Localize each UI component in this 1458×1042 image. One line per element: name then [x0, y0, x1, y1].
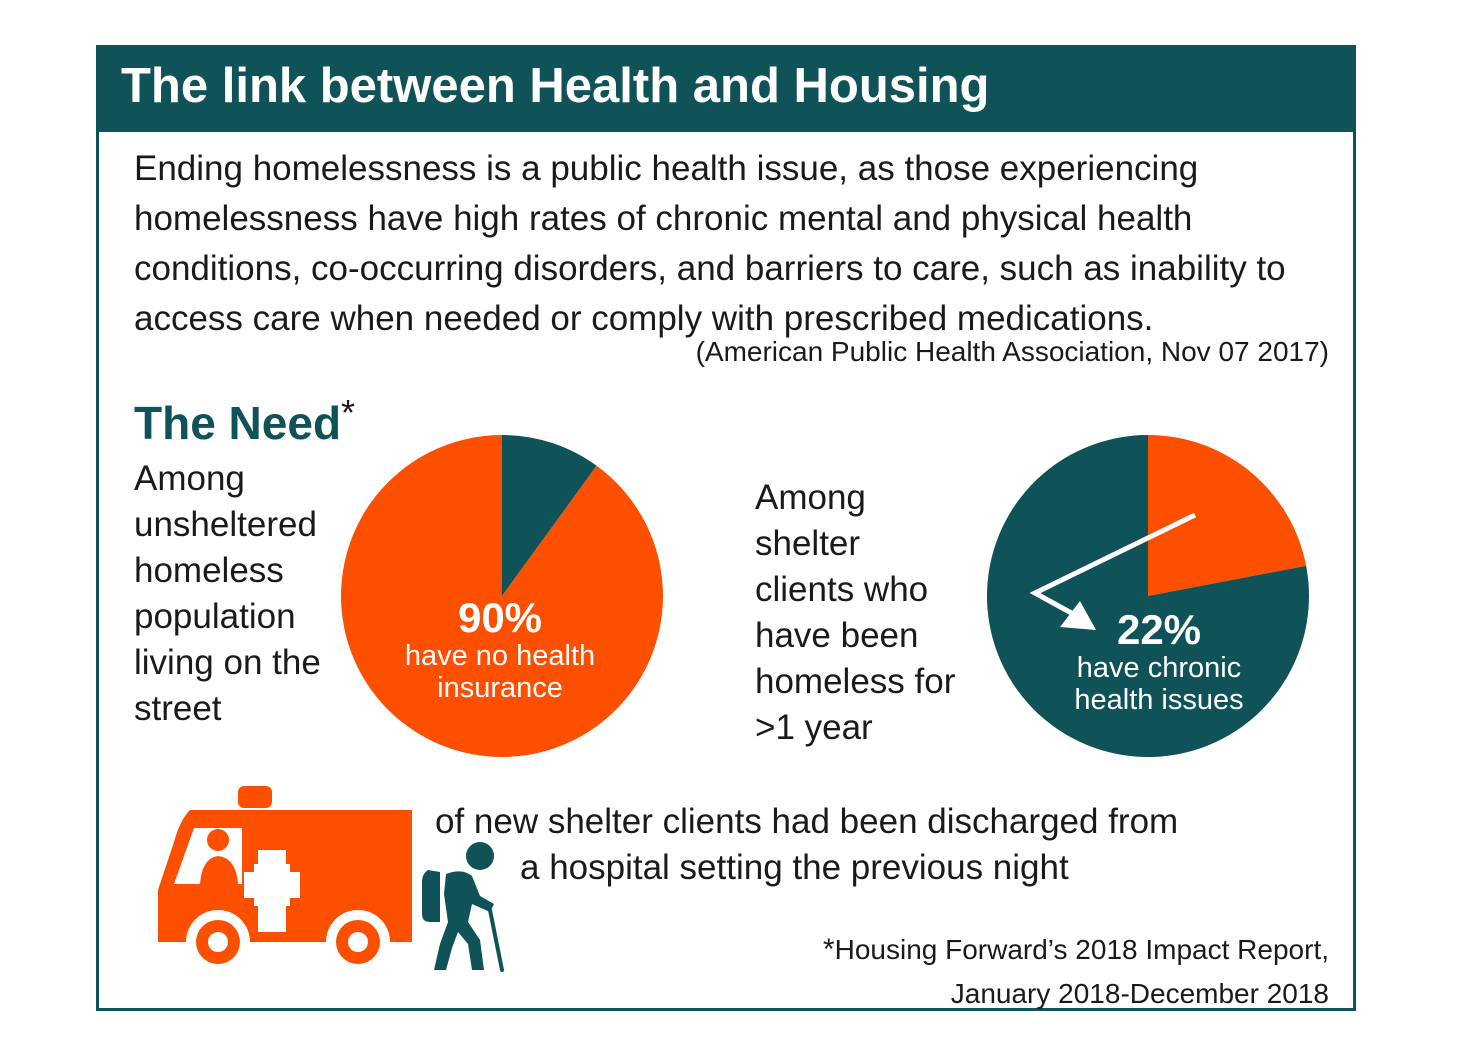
pie2-percent: 22%	[1116, 606, 1202, 653]
pie1-label: 90% have no health insurance	[380, 594, 620, 705]
pie1-slice-remainder	[502, 435, 597, 596]
source-asterisk: *	[822, 933, 835, 966]
pie1-caption: have no health insurance	[404, 640, 596, 704]
title-bar: The link between Health and Housing	[99, 48, 1353, 132]
hiker-icon	[422, 842, 504, 972]
page-title: The link between Health and Housing	[121, 59, 990, 113]
pie2-slice-highlight	[1148, 435, 1307, 596]
source-line1: Housing Forward’s 2018 Impact Report,	[834, 934, 1329, 965]
stat3-line1: of new shelter clients had been discharg…	[435, 802, 1179, 841]
source-note: *Housing Forward’s 2018 Impact Report, J…	[823, 928, 1329, 1016]
source-line2: January 2018-December 2018	[950, 978, 1329, 1009]
intro-citation: (American Public Health Association, Nov…	[695, 336, 1329, 367]
need-heading: The Need*	[134, 392, 355, 450]
pie2-slice-remainder	[986, 435, 1309, 757]
pie1-slice-highlight	[341, 435, 663, 757]
stat1-description: Among unsheltered homeless population li…	[134, 459, 321, 728]
stat3-line2: a hospital setting the previous night	[520, 848, 1069, 887]
pie2-label: 22% have chronic health issues	[1040, 606, 1278, 717]
need-heading-text: The Need	[134, 397, 342, 449]
need-heading-asterisk: *	[341, 392, 356, 433]
arrow-head-icon	[1060, 601, 1096, 630]
ambulance-icon	[158, 786, 412, 974]
pie-chart-no-insurance	[341, 435, 663, 757]
arrow-line	[1029, 512, 1197, 618]
infographic-frame: The link between Health and Housing Endi…	[96, 45, 1356, 1011]
pie2-caption: have chronic health issues	[1074, 652, 1244, 716]
stat2-description: Among shelter clients who have been home…	[755, 478, 956, 747]
intro-paragraph: Ending homelessness is a public health i…	[134, 149, 1286, 338]
pie1-percent: 90%	[457, 594, 543, 641]
pie-chart-chronic-health	[986, 435, 1309, 757]
